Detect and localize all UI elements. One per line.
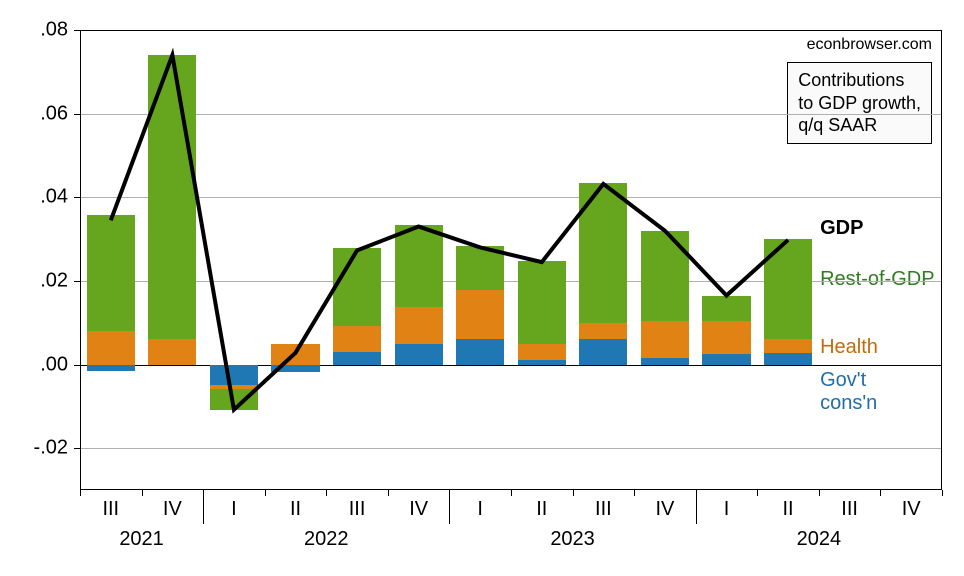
- ytick-label: -.02: [0, 437, 68, 460]
- ytick-label: .04: [0, 186, 68, 209]
- xtick-quarter: I: [724, 498, 730, 521]
- xtick-quarter: IV: [655, 498, 674, 521]
- xtick-quarter: II: [783, 498, 794, 521]
- xtick-mark: [142, 490, 143, 496]
- xtick-mark: [511, 490, 512, 496]
- chart-container: Contributions to GDP growth, q/q SAAR ec…: [0, 0, 964, 576]
- xtick-year: 2022: [304, 528, 349, 551]
- xtick-year: 2024: [797, 528, 842, 551]
- ytick-label: .02: [0, 269, 68, 292]
- xtick-quarter: IV: [409, 498, 428, 521]
- xtick-quarter: IV: [902, 498, 921, 521]
- xtick-quarter: III: [102, 498, 119, 521]
- ytick-label: .08: [0, 19, 68, 42]
- xtick-quarter: III: [349, 498, 366, 521]
- ytick-label: .06: [0, 102, 68, 125]
- xtick-mark: [880, 490, 881, 496]
- xtick-mark: [942, 490, 943, 496]
- xtick-mark: [573, 490, 574, 496]
- xtick-quarter: II: [290, 498, 301, 521]
- xtick-quarter: III: [595, 498, 612, 521]
- xtick-mark: [634, 490, 635, 496]
- xtick-mark: [80, 490, 81, 496]
- year-separator: [449, 490, 450, 524]
- year-separator: [696, 490, 697, 524]
- xtick-quarter: III: [841, 498, 858, 521]
- xtick-year: 2021: [119, 528, 164, 551]
- ytick-label: .00: [0, 353, 68, 376]
- xtick-mark: [819, 490, 820, 496]
- xtick-quarter: I: [231, 498, 237, 521]
- xtick-year: 2023: [550, 528, 595, 551]
- xtick-mark: [265, 490, 266, 496]
- xtick-quarter: II: [536, 498, 547, 521]
- plot-border: [80, 30, 942, 490]
- xtick-quarter: IV: [163, 498, 182, 521]
- xtick-quarter: I: [477, 498, 483, 521]
- xtick-mark: [388, 490, 389, 496]
- year-separator: [203, 490, 204, 524]
- xtick-mark: [326, 490, 327, 496]
- xtick-mark: [757, 490, 758, 496]
